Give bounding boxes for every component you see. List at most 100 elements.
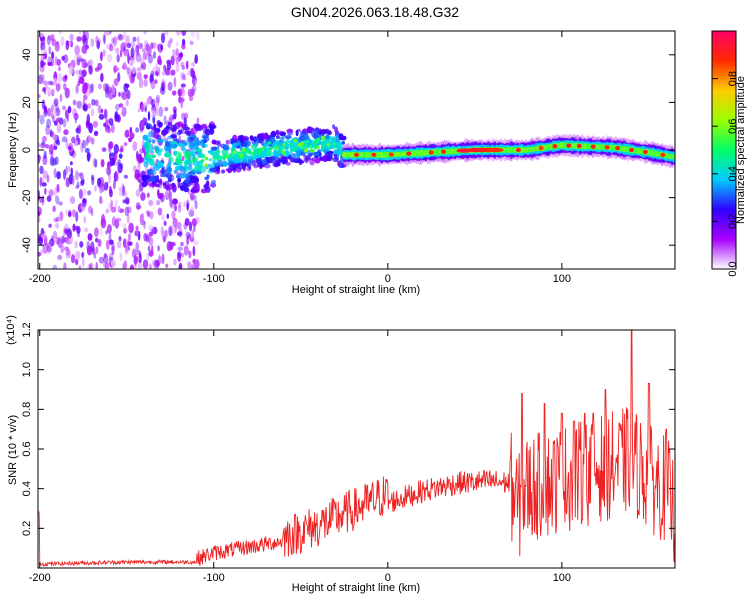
heatmap-cell: [278, 146, 283, 154]
heatmap-cell: [127, 233, 132, 241]
heatmap-cell: [163, 127, 168, 135]
heatmap-cell: [137, 263, 143, 269]
heatmap-cell: [168, 117, 173, 122]
heatmap-cell: [90, 208, 94, 217]
heatmap-y-axis-label: Frequency (Hz): [7, 112, 19, 188]
heatmap-cell: [590, 144, 596, 149]
heatmap-cell: [552, 144, 558, 149]
heatmap-y-tick-label: -20: [21, 190, 33, 206]
heatmap-cell: [136, 153, 142, 163]
heatmap-cell: [52, 134, 58, 141]
heatmap-cell: [89, 263, 92, 269]
heatmap-cell: [75, 184, 80, 190]
heatmap-cell: [140, 192, 146, 201]
heatmap-cell: [309, 148, 314, 153]
heatmap-cell: [89, 83, 94, 94]
heatmap-cell: [85, 119, 90, 129]
heatmap-cell: [204, 163, 208, 167]
heatmap-cell: [61, 136, 68, 143]
heatmap-cell: [167, 81, 173, 91]
heatmap-cell: [140, 105, 145, 113]
heatmap-cell: [189, 236, 195, 243]
colorbar-tick-label: 0.8: [727, 71, 739, 86]
heatmap-cell: [293, 138, 298, 143]
heatmap-cell: [100, 159, 105, 168]
colorbar-tick-label: 0.2: [727, 214, 739, 229]
heatmap-cell: [118, 92, 121, 97]
heatmap-cell: [136, 35, 140, 45]
heatmap-cell: [136, 177, 142, 182]
heatmap-cell: [49, 238, 55, 247]
heatmap-cell: [204, 128, 212, 136]
heatmap-cell: [210, 182, 217, 188]
heatmap-cell: [116, 240, 122, 249]
heatmap-cell: [42, 170, 48, 179]
heatmap-cell: [240, 141, 248, 147]
heatmap-cell: [62, 118, 67, 128]
heatmap-cell: [261, 147, 265, 151]
heatmap-cell: [187, 233, 191, 240]
heatmap-cell: [81, 251, 85, 258]
heatmap-cell: [147, 131, 154, 138]
heatmap-cell: [247, 159, 254, 164]
heatmap-cell: [80, 172, 84, 181]
heatmap-cell: [282, 143, 286, 147]
heatmap-cell: [162, 138, 167, 143]
heatmap-cell: [123, 227, 127, 234]
heatmap-cell: [185, 158, 191, 165]
heatmap-cell: [94, 237, 99, 243]
heatmap-cell: [57, 237, 63, 248]
heatmap-cell: [233, 166, 237, 171]
heatmap-cell: [209, 168, 215, 172]
heatmap-cell: [39, 32, 45, 38]
heatmap-cell: [52, 230, 58, 240]
heatmap-cell: [40, 249, 45, 254]
heatmap-cell: [82, 85, 88, 94]
heatmap-cell: [194, 201, 198, 210]
heatmap-cell: [171, 210, 176, 220]
heatmap-cell: [109, 157, 115, 166]
heatmap-cell: [604, 145, 610, 150]
heatmap-cell: [146, 192, 150, 198]
heatmap-cell: [48, 144, 54, 156]
heatmap-cell: [260, 140, 265, 146]
heatmap-cell: [119, 162, 124, 169]
heatmap-cell: [127, 241, 133, 246]
heatmap-cell: [167, 121, 173, 126]
heatmap-cell: [143, 232, 147, 242]
heatmap-cell: [85, 31, 89, 41]
heatmap-cell: [222, 161, 228, 167]
heatmap-cell: [195, 170, 200, 174]
heatmap-cell: [168, 226, 172, 237]
heatmap-cell: [150, 70, 155, 77]
heatmap-cell: [53, 168, 57, 179]
heatmap-cell: [127, 52, 130, 64]
heatmap-cell: [59, 211, 64, 222]
snr-x-tick-label: -100: [203, 572, 225, 584]
heatmap-cell: [196, 117, 200, 125]
heatmap-cell: [38, 154, 42, 161]
heatmap-cell: [47, 80, 54, 86]
heatmap-cell: [113, 171, 118, 182]
heatmap-cell: [75, 250, 81, 260]
heatmap-cell: [184, 218, 190, 226]
heatmap-cell: [181, 76, 187, 81]
heatmap-cell: [45, 125, 50, 136]
heatmap-cell: [56, 171, 61, 180]
heatmap-cell: [81, 45, 87, 54]
heatmap-cell: [63, 129, 69, 136]
heatmap-cell: [186, 70, 192, 76]
heatmap-cell: [71, 136, 76, 144]
heatmap-cell: [48, 46, 51, 55]
heatmap-cell: [117, 163, 123, 174]
heatmap-cell: [264, 163, 271, 169]
heatmap-cell: [337, 160, 341, 167]
heatmap-cell: [75, 134, 80, 141]
heatmap-cell: [157, 192, 163, 200]
heatmap-cell: [196, 31, 200, 41]
heatmap-cell: [181, 65, 186, 71]
heatmap-cell: [158, 256, 163, 264]
heatmap-cell: [299, 160, 305, 164]
heatmap-cell: [38, 215, 41, 223]
snr-y-tick-label: 1.2: [21, 322, 33, 337]
